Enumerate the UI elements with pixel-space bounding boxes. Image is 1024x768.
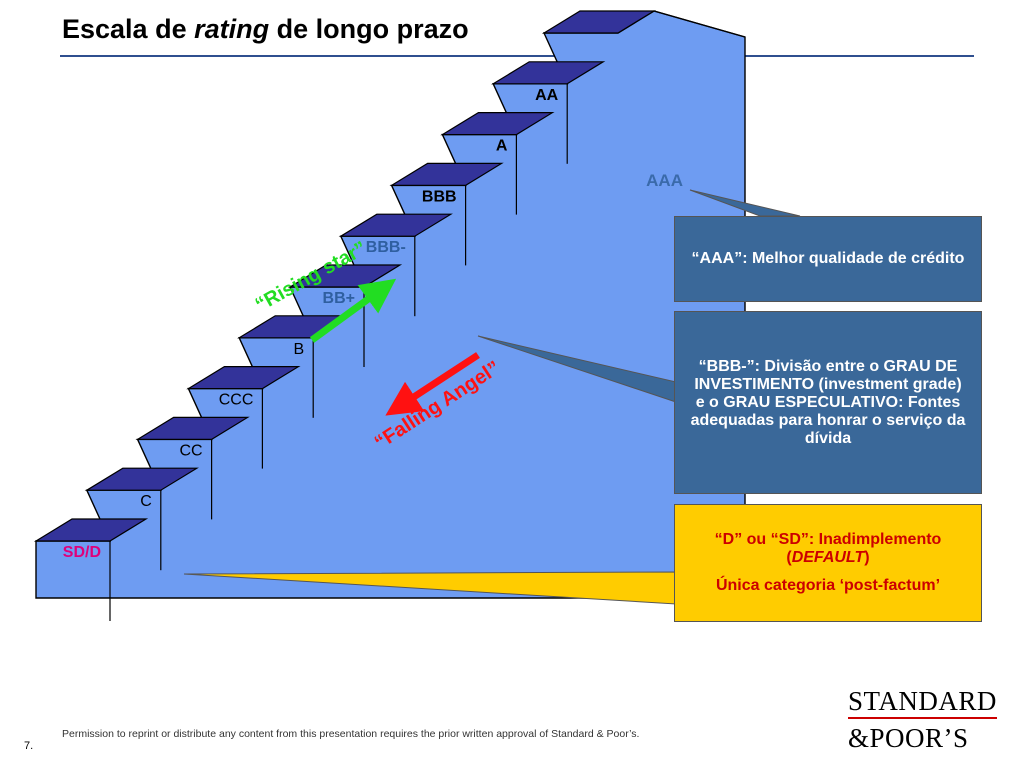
stair-tread bbox=[338, 213, 453, 237]
slide-title: Escala de rating de longo prazo bbox=[62, 14, 469, 45]
page-number: 7. bbox=[24, 740, 34, 752]
rising-star-arrow bbox=[309, 278, 397, 343]
callout-aaa: “AAA”: Melhor qualidade de crédito bbox=[674, 216, 982, 302]
rating-label: BBB bbox=[422, 188, 457, 205]
callout-default-suffix: ) bbox=[864, 549, 870, 566]
standard-and-poors-logo: STANDARD &POOR’S bbox=[848, 686, 997, 753]
stair-tread bbox=[491, 61, 606, 85]
rating-label: CCC bbox=[219, 392, 254, 409]
stair-tread bbox=[135, 416, 250, 440]
rating-label: A bbox=[496, 138, 508, 155]
title-emphasis: rating bbox=[194, 14, 270, 44]
rating-label: C bbox=[140, 493, 152, 510]
stair-tread bbox=[84, 467, 199, 491]
stair-tread bbox=[389, 162, 504, 186]
callout-default-emphasis: DEFAULT bbox=[791, 549, 865, 566]
footer-permission-note: Permission to reprint or distribute any … bbox=[62, 728, 640, 740]
stair-tread bbox=[33, 518, 149, 542]
callout-bbb-minus: “BBB-”: Divisão entre o GRAU DE INVESTIM… bbox=[674, 311, 982, 494]
title-prefix: Escala de bbox=[62, 14, 187, 44]
callout-default-line1: “D” ou “SD”: Inadimplemento (DEFAULT) bbox=[675, 531, 981, 567]
callout-pointers bbox=[183, 189, 801, 605]
title-suffix: de longo prazo bbox=[276, 14, 469, 44]
stair-tread bbox=[186, 366, 301, 390]
rating-label: AA bbox=[535, 87, 559, 104]
rating-label: AAA bbox=[646, 171, 683, 190]
callout-bbb-minus-text: “BBB-”: Divisão entre o GRAU DE INVESTIM… bbox=[690, 357, 966, 447]
callout-default-prefix: “D” ou “SD”: Inadimplemento ( bbox=[714, 531, 942, 566]
rating-label: SD/D bbox=[63, 544, 101, 561]
callout-default: “D” ou “SD”: Inadimplemento (DEFAULT) Ún… bbox=[674, 504, 982, 622]
rating-label: BB+ bbox=[323, 290, 355, 307]
rating-label: CC bbox=[179, 442, 202, 459]
rating-label: B bbox=[294, 341, 305, 358]
falling-angel-arrow bbox=[385, 352, 480, 416]
callout-aaa-text: “AAA”: Melhor qualidade de crédito bbox=[691, 250, 965, 267]
rating-label: BBB- bbox=[366, 239, 406, 256]
staircase bbox=[33, 10, 746, 621]
callout-default-line2: Única categoria ‘post-factum’ bbox=[715, 577, 941, 594]
logo-line1: STANDARD bbox=[848, 686, 997, 719]
stair-top-edge bbox=[653, 10, 746, 38]
logo-line2: &POOR’S bbox=[848, 723, 969, 753]
stair-tread bbox=[440, 111, 555, 136]
title-divider bbox=[60, 55, 974, 57]
